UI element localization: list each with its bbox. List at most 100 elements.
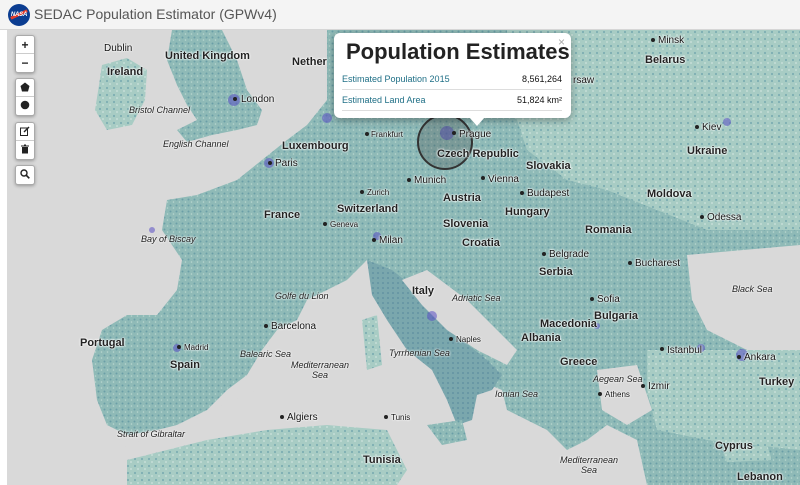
city-label-milan: Milan <box>379 235 403 246</box>
popup-row-value: 51,824 km² <box>516 95 562 105</box>
city-label-izmir: Izmir <box>648 381 670 392</box>
city-label-vienna: Vienna <box>488 174 519 185</box>
zoom-in-button[interactable]: + <box>16 36 34 54</box>
city-label-zurich: Zurich <box>367 188 390 197</box>
country-label-austria: Austria <box>443 192 481 204</box>
sea-label-balearic-sea: Balearic Sea <box>240 349 292 359</box>
popup-row-population: Estimated Population 2015 8,561,264 <box>342 69 562 90</box>
city-label-odessa: Odessa <box>707 212 742 223</box>
popup-title: Population Estimates <box>346 39 570 64</box>
country-label-macedonia: Macedonia <box>540 318 597 330</box>
city-dot-istanbul <box>660 347 664 351</box>
country-label-spain: Spain <box>170 359 200 371</box>
country-label-luxembourg: Luxembourg <box>282 140 349 152</box>
city-dot-tunis <box>384 415 388 419</box>
city-dot-ankara <box>737 355 741 359</box>
city-label-paris: Paris <box>275 158 298 169</box>
zoom-control: + − <box>15 35 35 73</box>
city-label-kiev: Kiev <box>702 122 722 133</box>
country-label-slovakia: Slovakia <box>526 160 571 172</box>
search-button[interactable] <box>16 166 34 184</box>
city-label-algiers: Algiers <box>287 412 318 423</box>
country-label-czech: Czech Republic <box>437 148 519 160</box>
sea-label-bay-of-biscay: Bay of Biscay <box>141 234 196 244</box>
city-label-geneva: Geneva <box>330 220 359 229</box>
search-icon <box>20 169 30 179</box>
popup-row-land-area: Estimated Land Area 51,824 km² <box>342 90 562 111</box>
country-label-moldova: Moldova <box>647 188 692 200</box>
search-control <box>15 165 35 185</box>
city-dot-algiers <box>280 415 284 419</box>
city-label-tunis: Tunis <box>391 413 411 422</box>
nasa-logo: NASA <box>8 4 30 26</box>
city-label-ankara: Ankara <box>744 352 776 363</box>
zoom-out-button[interactable]: − <box>21 56 29 70</box>
circle-button[interactable] <box>16 97 34 115</box>
country-label-cyprus: Cyprus <box>715 440 753 452</box>
city-dot-odessa <box>700 215 704 219</box>
city-label-barcelona: Barcelona <box>271 321 317 332</box>
sea-label-ionian-sea: Ionian Sea <box>495 389 539 399</box>
close-icon[interactable]: × <box>557 35 565 49</box>
map[interactable]: Ireland United Kingdom Nether Luxembourg… <box>7 30 800 485</box>
country-label-netherlands: Nether <box>292 56 327 68</box>
circle-icon <box>20 100 30 110</box>
city-label-warsaw: rsaw <box>573 75 595 86</box>
country-label-bulgaria: Bulgaria <box>594 310 639 322</box>
city-dot-bucharest <box>628 261 632 265</box>
city-label-bucharest: Bucharest <box>635 258 681 269</box>
city-dot-belgrade <box>542 252 546 256</box>
city-label-dublin: Dublin <box>104 43 133 54</box>
country-label-hungary: Hungary <box>505 206 550 218</box>
city-label-minsk: Minsk <box>658 35 685 46</box>
city-dot-sofia <box>590 297 594 301</box>
country-label-tunisia: Tunisia <box>363 454 401 466</box>
polygon-button[interactable] <box>16 79 34 97</box>
city-dot-madrid <box>177 345 181 349</box>
city-label-sofia: Sofia <box>597 294 620 305</box>
delete-button[interactable] <box>16 141 34 159</box>
sea-label-mediterranean-west: Mediterranean Sea <box>290 360 350 380</box>
city-dot-paris <box>268 161 272 165</box>
country-label-romania: Romania <box>585 224 632 236</box>
selection-circle[interactable] <box>417 114 473 170</box>
city-label-athens: Athens <box>605 390 630 399</box>
country-label-albania: Albania <box>521 332 561 344</box>
country-label-belarus: Belarus <box>645 54 686 66</box>
city-dot-frankfurt <box>365 132 369 136</box>
sea-label-strait-of-gibraltar: Strait of Gibraltar <box>117 429 186 439</box>
country-label-switzerland: Switzerland <box>337 203 399 215</box>
city-dot-naples <box>449 337 453 341</box>
city-dot-izmir <box>641 384 645 388</box>
edit-button[interactable] <box>16 123 34 141</box>
city-dot-kiev <box>695 125 699 129</box>
city-dot-minsk <box>651 38 655 42</box>
city-dot-athens <box>598 392 602 396</box>
trash-icon <box>21 144 29 154</box>
edit-icon <box>20 126 30 136</box>
country-label-uk: United Kingdom <box>165 50 250 62</box>
popup-row-value: 8,561,264 <box>521 74 562 84</box>
sea-label-mediterranean-east: Mediterranean Sea <box>559 455 619 475</box>
city-label-budapest: Budapest <box>527 188 570 199</box>
sea-label-black-sea: Black Sea <box>732 284 773 294</box>
city-label-naples: Naples <box>456 335 481 344</box>
city-dot-munich <box>407 178 411 182</box>
country-label-ukraine: Ukraine <box>687 145 728 157</box>
app-title: SEDAC Population Estimator (GPWv4) <box>34 6 277 22</box>
country-label-slovenia: Slovenia <box>443 218 489 230</box>
country-label-italy: Italy <box>412 285 435 297</box>
country-label-portugal: Portugal <box>80 337 125 349</box>
country-label-ireland: Ireland <box>107 66 144 78</box>
city-label-munich: Munich <box>414 175 447 186</box>
city-dot-budapest <box>520 191 524 195</box>
sea-label-english-channel: English Channel <box>163 139 229 149</box>
population-popup: Population Estimates × Estimated Populat… <box>334 33 571 126</box>
city-label-belgrade: Belgrade <box>549 249 590 260</box>
sea-label-bristol-channel: Bristol Channel <box>129 105 191 115</box>
city-dot-prague <box>452 131 456 135</box>
city-dot-milan <box>372 238 376 242</box>
country-label-greece: Greece <box>560 356 598 368</box>
city-dot-zurich <box>360 190 364 194</box>
title-bar: NASA SEDAC Population Estimator (GPWv4) <box>0 0 800 30</box>
